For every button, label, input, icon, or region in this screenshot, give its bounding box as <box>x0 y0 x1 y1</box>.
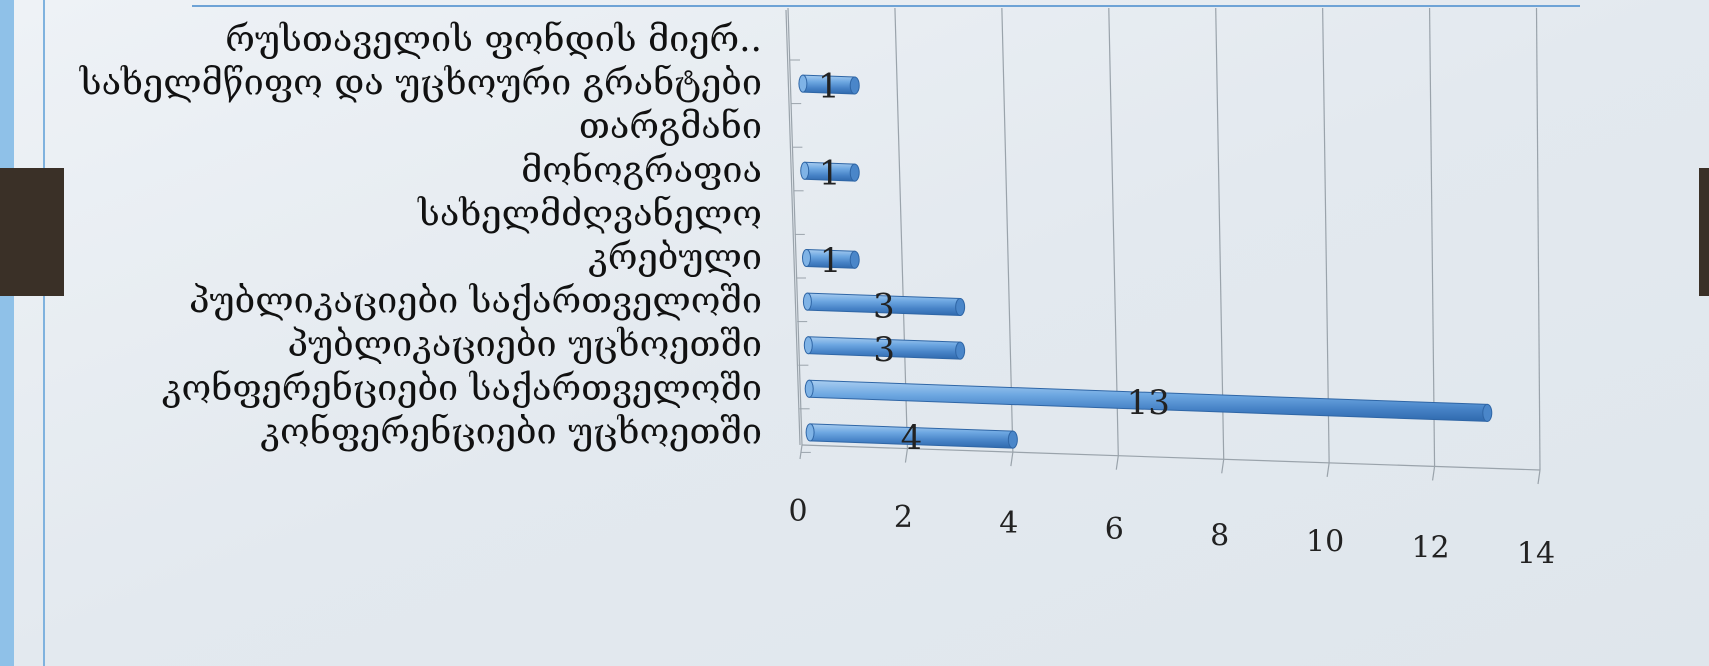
tick-mark-14 <box>1537 469 1541 485</box>
tick-mark-12 <box>1431 466 1436 481</box>
data-label-1: 1 <box>818 67 840 107</box>
x-tick-label-4: 4 <box>999 506 1018 541</box>
gridline-x-0 <box>787 7 803 446</box>
category-label-7: პუბლიკაციები უცხოეთში <box>287 324 762 365</box>
category-label-2: თარგმანი <box>579 106 762 147</box>
bar-7 <box>803 336 966 360</box>
gridline-x-14 <box>1535 7 1541 471</box>
bar-9 <box>805 423 1018 449</box>
x-tick-label-0: 0 <box>788 494 807 529</box>
gridline-x-2 <box>894 7 909 449</box>
category-label-1: სახელმწიფო და უცხოური გრანტები <box>79 63 762 104</box>
category-label-5: კრებული <box>588 237 762 278</box>
bar-1 <box>798 74 860 95</box>
data-label-9: 4 <box>901 418 923 458</box>
category-label-0: რუსთაველის ფონდის მიერ.. <box>225 19 762 60</box>
category-label-9: კონფერენციები უცხოეთში <box>260 411 762 452</box>
right-dark-tab <box>1699 168 1709 296</box>
data-label-5: 1 <box>820 241 842 281</box>
gridline-x-8 <box>1215 7 1225 460</box>
chart-grid <box>785 7 1541 485</box>
x-tick-label-14: 14 <box>1517 537 1555 572</box>
data-label-8: 13 <box>1127 383 1170 423</box>
data-label-7: 3 <box>873 330 895 370</box>
data-label-3: 1 <box>819 154 841 194</box>
chart-bars <box>798 74 1493 449</box>
tick-mark-6 <box>1115 455 1119 470</box>
tick-mark-4 <box>1010 452 1014 467</box>
gridline-x-4 <box>1001 7 1014 453</box>
bar-6 <box>802 292 966 317</box>
category-label-8: კონფერენციები საქართველოში <box>162 368 762 409</box>
data-label-6: 3 <box>873 286 895 326</box>
x-tick-label-12: 12 <box>1411 530 1449 565</box>
x-tick-labels: 0 2 4 6 8 10 12 14 <box>788 494 1555 572</box>
left-dark-tab <box>0 168 64 296</box>
tick-mark-2 <box>904 448 909 463</box>
x-tick-label-8: 8 <box>1210 518 1229 553</box>
x-tick-label-2: 2 <box>894 500 913 535</box>
tick-mark-8 <box>1221 459 1225 474</box>
category-labels: რუსთაველის ფონდის მიერ..სახელმწიფო და უც… <box>79 19 762 452</box>
bar-5 <box>802 248 860 269</box>
bar-3 <box>800 161 860 182</box>
x-tick-label-6: 6 <box>1105 512 1124 547</box>
bar-8 <box>804 379 1493 422</box>
category-label-3: მონოგრაფია <box>521 150 762 191</box>
gridline-x-6 <box>1108 7 1119 456</box>
gridline-x-12 <box>1428 7 1436 467</box>
value-axis <box>801 444 1541 471</box>
x-tick-label-10: 10 <box>1306 524 1344 559</box>
category-label-6: პუბლიკაციები საქართველოში <box>189 281 762 322</box>
gridline-x-10 <box>1322 7 1330 463</box>
category-label-4: სახელმძღვანელო <box>417 193 762 234</box>
tick-mark-10 <box>1326 462 1330 477</box>
left-accent-strip <box>0 0 14 666</box>
category-axis <box>785 9 801 446</box>
